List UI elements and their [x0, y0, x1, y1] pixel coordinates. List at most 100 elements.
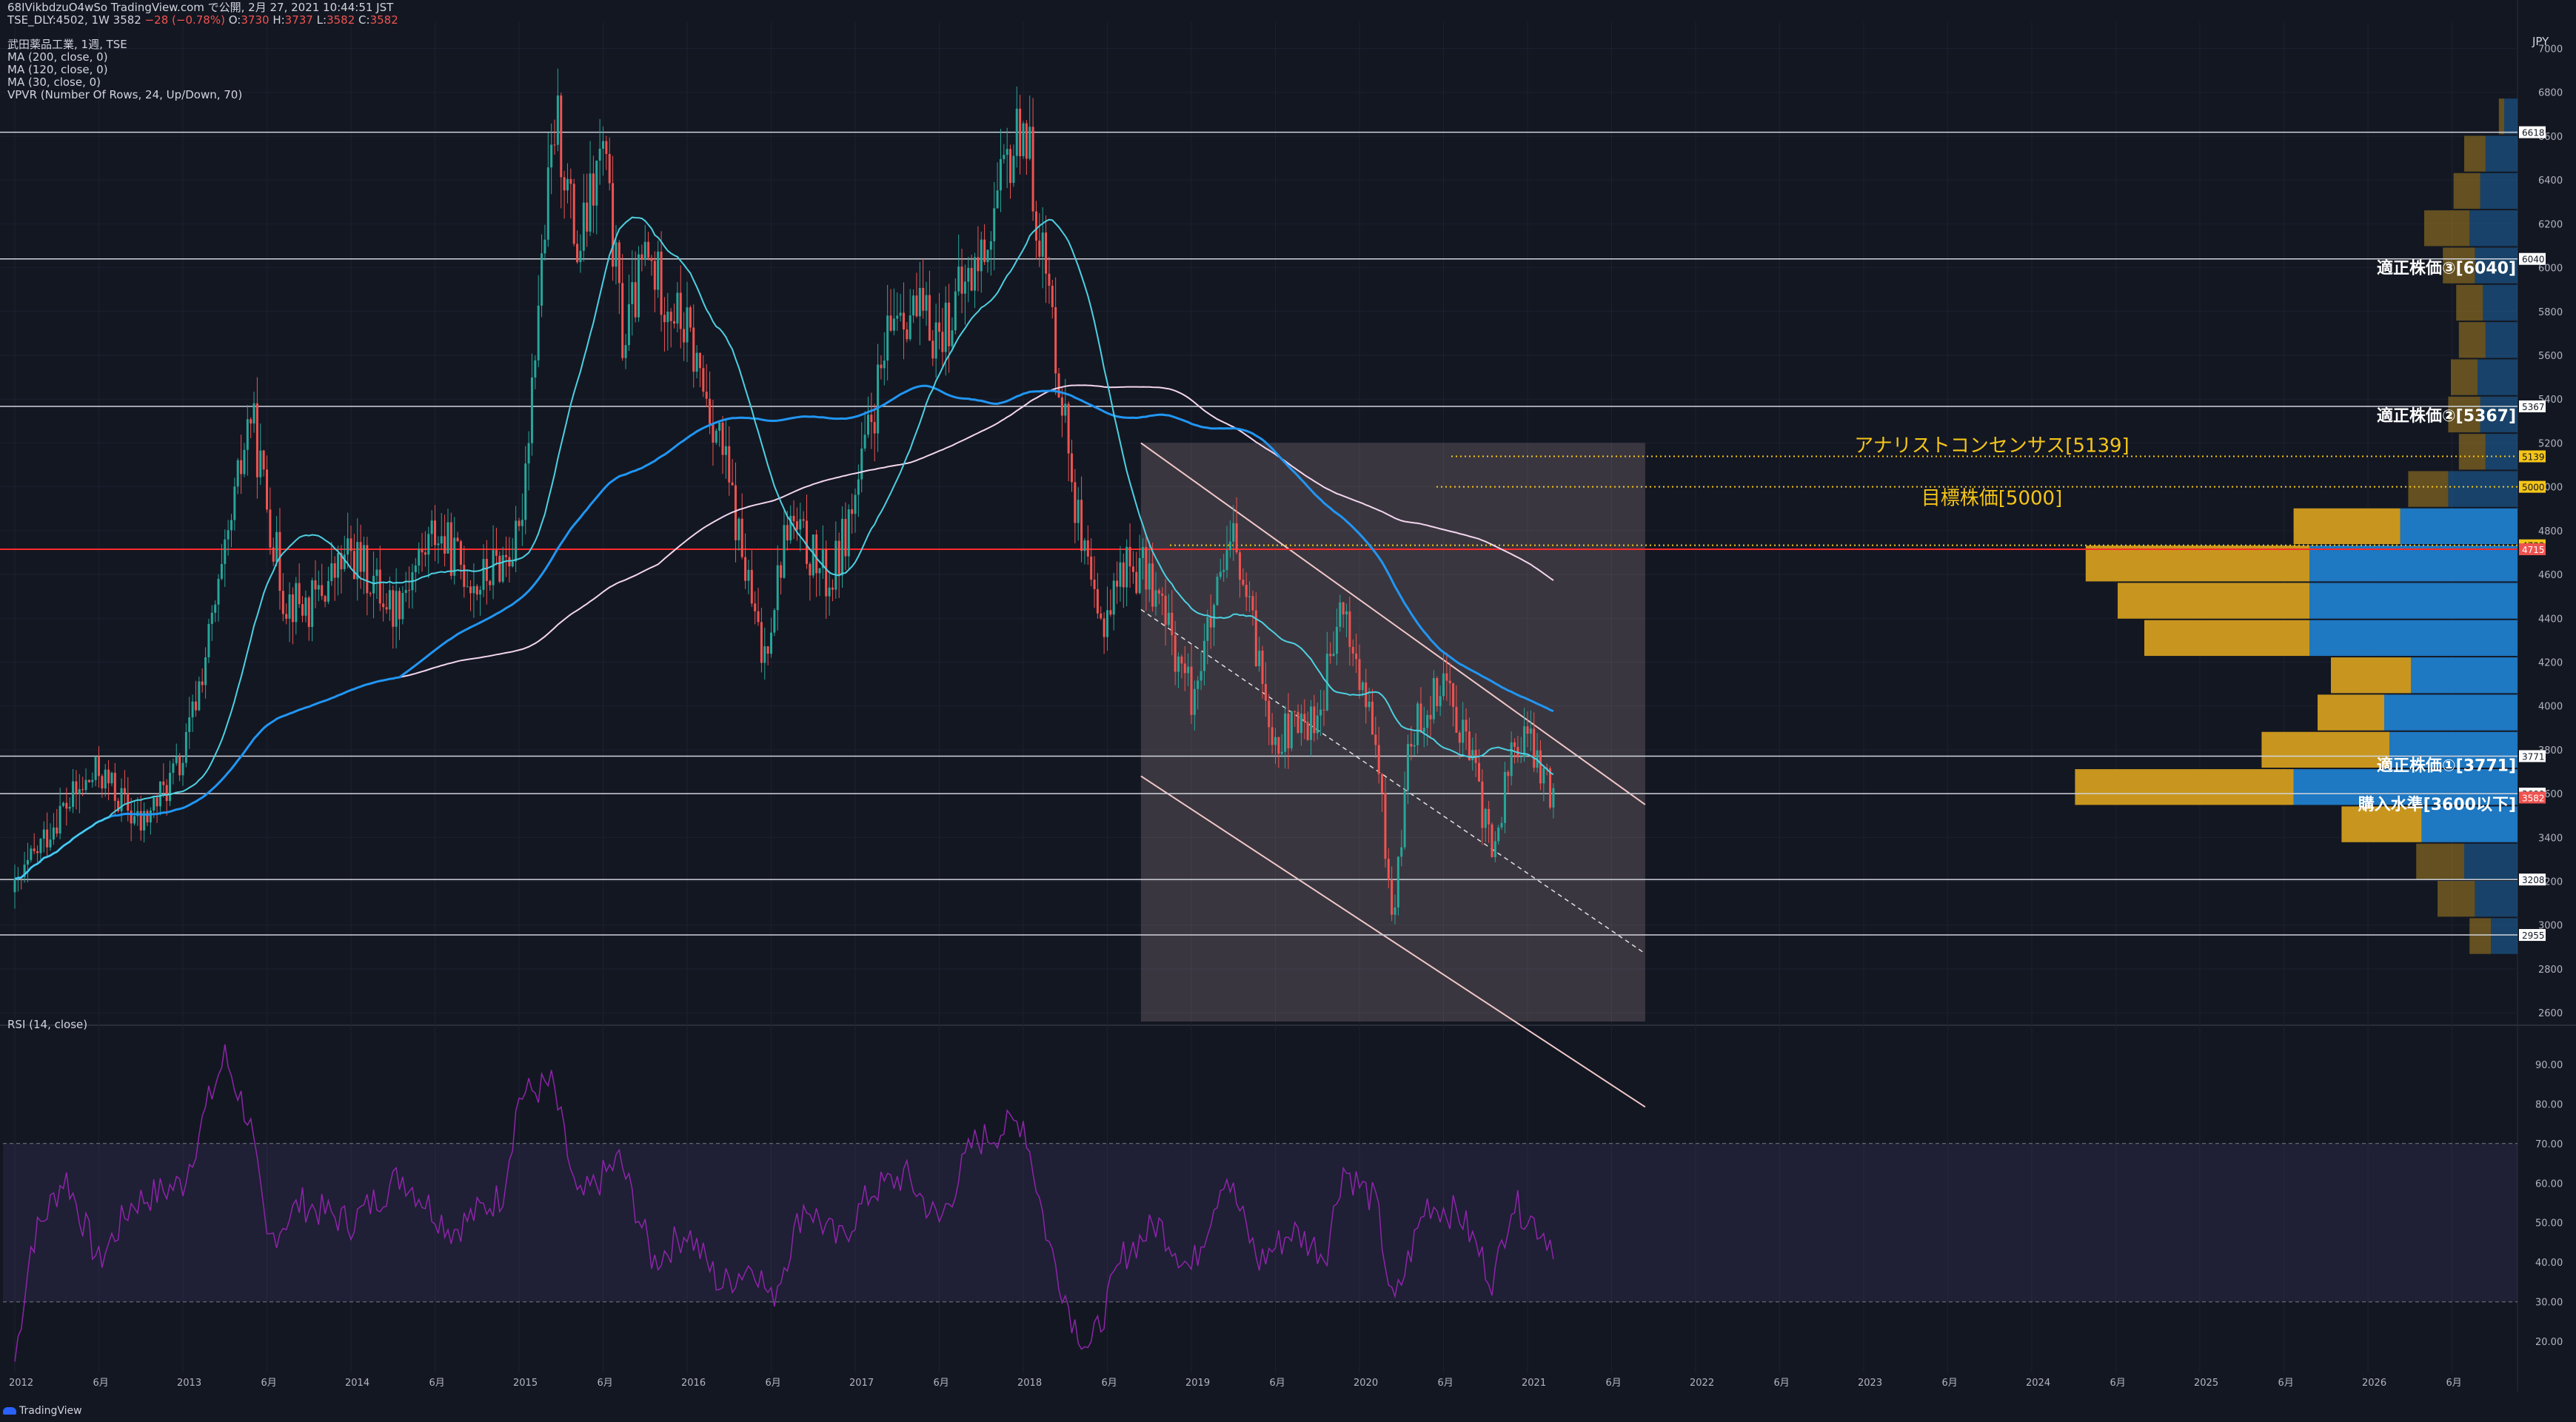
candle-body [518, 520, 521, 526]
price-tick: 6400 [2538, 175, 2563, 187]
candle-body [1258, 651, 1261, 667]
candle-body [918, 287, 921, 317]
candle-body [912, 295, 915, 316]
candle-body [301, 604, 304, 616]
candle-body [783, 525, 786, 578]
candle-body [149, 811, 152, 823]
legend-ma200[interactable]: MA (200, close, 0) [7, 50, 108, 64]
candle-body [1180, 656, 1183, 664]
candle-body [841, 518, 844, 576]
candle-body [210, 612, 213, 624]
candle-body [240, 460, 243, 474]
ma30-line [14, 216, 1554, 880]
candle-body [877, 364, 880, 434]
candle-body [825, 549, 828, 597]
candle-body [1251, 596, 1254, 611]
vp-down-bar [2416, 843, 2464, 880]
candle-body [618, 242, 620, 284]
candle-body [847, 509, 850, 557]
publish-info: 68IVikbdzuO4wSo TradingView.com で公開, 2月 … [7, 1, 394, 14]
price-axis: 2600280030003200340036003800400042004400… [2538, 44, 2563, 1020]
price-label-text: 3771 [2522, 751, 2545, 762]
candle-body [295, 583, 298, 623]
candle-body [23, 864, 26, 877]
candle-body [909, 315, 911, 340]
candle-body [1135, 571, 1138, 594]
candle-body [515, 520, 518, 562]
candle-body [408, 590, 411, 591]
candle-body [372, 575, 375, 594]
candle-body [1396, 856, 1399, 908]
legend-ma120[interactable]: MA (120, close, 0) [7, 63, 108, 76]
candle-body [970, 267, 973, 291]
candle-body [718, 422, 721, 431]
candle-body [84, 779, 87, 791]
candle-body [1500, 822, 1503, 828]
candle-body [740, 518, 743, 557]
candle-body [13, 879, 16, 893]
candle-body [1268, 700, 1271, 728]
regression-channel [1140, 442, 1646, 1108]
candle-body [1332, 654, 1335, 657]
candle-body [30, 848, 33, 860]
candle-body [1410, 743, 1413, 747]
candle-body [492, 550, 495, 586]
candle-body [676, 292, 679, 324]
time-tick: 6月 [1270, 1378, 1285, 1389]
candle-body [475, 586, 478, 595]
candle-body [709, 398, 712, 424]
candle-body [815, 534, 818, 574]
candle-body [1377, 745, 1380, 774]
time-tick: 2014 [345, 1378, 369, 1389]
candle-body [446, 522, 449, 554]
candle-body [792, 515, 795, 522]
candle-body [563, 177, 566, 191]
annotation-label: 適正株価②[5367] [2377, 406, 2516, 426]
candle-body [1387, 859, 1390, 880]
candle-body [1371, 701, 1374, 735]
candle-body [1297, 711, 1299, 734]
price-tick: 2600 [2538, 1008, 2563, 1019]
candle-body [275, 531, 278, 562]
candle-body [1319, 709, 1322, 716]
candle-body [1128, 546, 1131, 567]
candle-body [1355, 653, 1358, 660]
vp-down-bar [2451, 359, 2478, 395]
candle-body [1384, 793, 1387, 859]
legend-symbol[interactable]: 武田薬品工業, 1週, TSE [7, 38, 127, 51]
vp-down-bar [2458, 322, 2486, 358]
open-value: 3730 [241, 13, 270, 27]
time-tick: 2016 [681, 1378, 706, 1389]
vp-up-bar [2448, 471, 2518, 507]
vp-down-bar [2331, 657, 2411, 694]
candle-body [974, 257, 977, 291]
candle-body [1028, 127, 1031, 159]
candle-body [550, 144, 553, 168]
candle-body [560, 95, 563, 178]
time-tick: 2021 [1522, 1378, 1546, 1389]
candle-body [928, 295, 931, 341]
vp-up-bar [2421, 806, 2518, 842]
time-tick: 2023 [1858, 1378, 1882, 1389]
candle-body [262, 450, 265, 470]
legend-ma30[interactable]: MA (30, close, 0) [7, 76, 101, 89]
candle-body [1493, 841, 1496, 857]
time-tick: 2019 [1185, 1378, 1210, 1389]
candle-body [1090, 556, 1093, 580]
legend-vpvr[interactable]: VPVR (Number Of Rows, 24, Up/Down, 70) [7, 88, 243, 101]
rsi-tick: 80.00 [2535, 1099, 2563, 1110]
candle-body [1306, 722, 1309, 740]
candle-body [608, 154, 611, 184]
candle-body [1542, 768, 1545, 784]
legend-rsi[interactable]: RSI (14, close) [7, 1018, 88, 1031]
candle-body [498, 555, 501, 582]
candlestick-series[interactable] [13, 68, 1555, 925]
candle-body [291, 594, 294, 623]
candle-body [1552, 788, 1555, 808]
candle-body [42, 829, 45, 839]
change-value: −28 (−0.78%) [144, 13, 225, 27]
candle-body [1119, 562, 1122, 587]
candle-body [356, 542, 359, 580]
candle-body [1322, 709, 1325, 711]
